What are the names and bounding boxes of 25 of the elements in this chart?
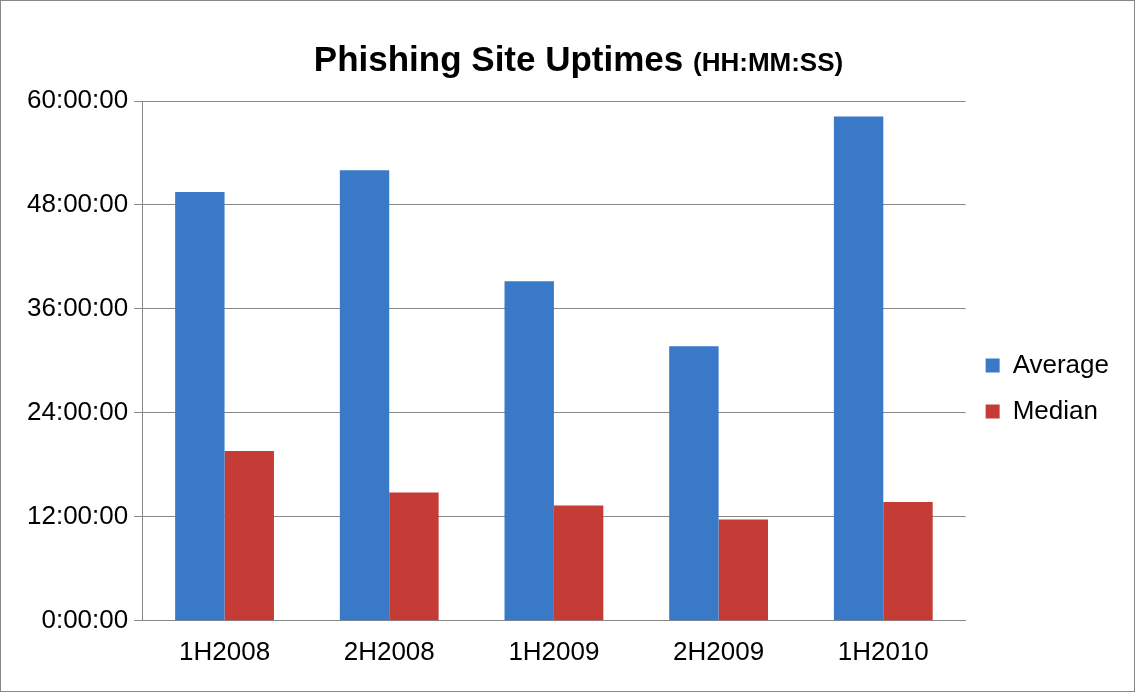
x-tick-label: 1H2010	[837, 635, 929, 666]
bar	[389, 492, 439, 621]
bar	[224, 451, 274, 621]
bar	[504, 281, 554, 621]
x-tick-label: 1H2008	[179, 635, 271, 666]
y-tick-label: 36:00:00	[26, 292, 129, 323]
bar	[718, 519, 769, 621]
x-tick-label: 1H2009	[508, 635, 600, 666]
x-tick-label: 2H2009	[673, 635, 765, 666]
legend-label: Average	[1012, 348, 1109, 379]
legend-label: Median	[1012, 394, 1098, 425]
bar	[669, 346, 719, 621]
bar	[833, 116, 884, 621]
bar	[553, 505, 604, 621]
y-tick-label: 0:00:00	[41, 603, 129, 634]
y-tick-label: 24:00:00	[26, 396, 129, 427]
chart-title: Phishing Site Uptimes	[313, 39, 684, 78]
chart-subtitle: (HH:MM:SS)	[693, 47, 844, 77]
y-tick-label: 12:00:00	[26, 500, 129, 531]
bar	[883, 502, 933, 621]
y-tick-label: 48:00:00	[26, 188, 129, 219]
bar	[339, 170, 390, 621]
x-tick-label: 2H2008	[343, 635, 435, 666]
y-tick-label: 60:00:00	[26, 84, 129, 115]
bar	[175, 191, 225, 621]
